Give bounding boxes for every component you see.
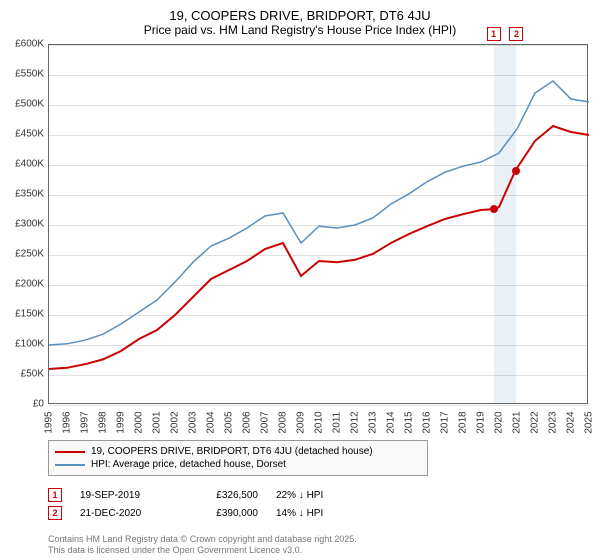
y-tick-label: £300K — [0, 219, 44, 230]
x-tick-label: 1997 — [80, 411, 91, 433]
plot-area: 12 1995199619971998199920002001200220032… — [48, 44, 588, 404]
x-tick-label: 2022 — [530, 411, 541, 433]
x-tick-label: 2000 — [134, 411, 145, 433]
x-tick-label: 2011 — [332, 412, 343, 434]
y-tick-label: £400K — [0, 159, 44, 170]
series-price_paid — [49, 126, 589, 369]
table-row: 1 19-SEP-2019 £326,500 22% ↓ HPI — [48, 486, 366, 504]
x-tick-label: 2024 — [566, 411, 577, 433]
table-marker: 1 — [48, 488, 62, 502]
x-tick-label: 2021 — [512, 411, 523, 433]
y-tick-label: £600K — [0, 39, 44, 50]
x-tick-label: 2007 — [260, 411, 271, 433]
x-tick-label: 2006 — [242, 411, 253, 433]
sale-marker-1: 1 — [487, 27, 501, 41]
footnote-line2: This data is licensed under the Open Gov… — [48, 545, 357, 556]
x-tick-label: 1996 — [62, 411, 73, 433]
footnote-line1: Contains HM Land Registry data © Crown c… — [48, 534, 357, 545]
y-tick-label: £200K — [0, 279, 44, 290]
x-tick-label: 2003 — [188, 411, 199, 433]
sale-marker-2: 2 — [509, 27, 523, 41]
x-tick-label: 2001 — [152, 411, 163, 433]
x-tick-label: 2005 — [224, 411, 235, 433]
x-tick-label: 1999 — [116, 411, 127, 433]
table-price: £326,500 — [188, 490, 258, 501]
table-price: £390,000 — [188, 508, 258, 519]
line-plot — [49, 45, 589, 405]
x-tick-label: 1998 — [98, 411, 109, 433]
legend-label: HPI: Average price, detached house, Dors… — [91, 459, 286, 470]
x-tick-label: 2025 — [584, 411, 595, 433]
legend-label: 19, COOPERS DRIVE, BRIDPORT, DT6 4JU (de… — [91, 446, 373, 457]
x-tick-label: 2014 — [386, 411, 397, 433]
x-tick-label: 2018 — [458, 411, 469, 433]
x-tick-label: 2008 — [278, 411, 289, 433]
x-tick-label: 2002 — [170, 411, 181, 433]
x-tick-label: 2016 — [422, 411, 433, 433]
legend-swatch — [55, 464, 85, 466]
y-tick-label: £550K — [0, 69, 44, 80]
sales-table: 1 19-SEP-2019 £326,500 22% ↓ HPI 2 21-DEC-202… — [48, 486, 366, 522]
x-tick-label: 2004 — [206, 411, 217, 433]
chart-container: 19, COOPERS DRIVE, BRIDPORT, DT6 4JU Pri… — [0, 0, 600, 560]
table-date: 19-SEP-2019 — [80, 490, 170, 501]
x-tick-label: 2010 — [314, 411, 325, 433]
table-marker: 2 — [48, 506, 62, 520]
y-tick-label: £500K — [0, 99, 44, 110]
legend: 19, COOPERS DRIVE, BRIDPORT, DT6 4JU (de… — [48, 440, 428, 476]
y-tick-label: £100K — [0, 339, 44, 350]
x-tick-label: 2020 — [494, 411, 505, 433]
table-diff: 14% ↓ HPI — [276, 508, 366, 519]
legend-row: HPI: Average price, detached house, Dors… — [55, 458, 421, 471]
table-date: 21-DEC-2020 — [80, 508, 170, 519]
legend-row: 19, COOPERS DRIVE, BRIDPORT, DT6 4JU (de… — [55, 445, 421, 458]
table-row: 2 21-DEC-2020 £390,000 14% ↓ HPI — [48, 504, 366, 522]
sale-dot-2 — [512, 167, 520, 175]
footnote: Contains HM Land Registry data © Crown c… — [48, 534, 357, 556]
sale-dot-1 — [490, 205, 498, 213]
x-tick-label: 2009 — [296, 411, 307, 433]
y-tick-label: £50K — [0, 369, 44, 380]
y-tick-label: £250K — [0, 249, 44, 260]
x-tick-label: 1995 — [44, 411, 55, 433]
x-tick-label: 2017 — [440, 411, 451, 433]
y-axis-labels: £0£50K£100K£150K£200K£250K£300K£350K£400… — [0, 44, 48, 404]
series-hpi — [49, 81, 589, 345]
x-tick-label: 2023 — [548, 411, 559, 433]
x-tick-label: 2013 — [368, 411, 379, 433]
y-tick-label: £0 — [0, 399, 44, 410]
x-tick-label: 2019 — [476, 411, 487, 433]
chart-title: 19, COOPERS DRIVE, BRIDPORT, DT6 4JU — [0, 0, 600, 23]
table-diff: 22% ↓ HPI — [276, 490, 366, 501]
y-tick-label: £150K — [0, 309, 44, 320]
y-tick-label: £450K — [0, 129, 44, 140]
y-tick-label: £350K — [0, 189, 44, 200]
legend-swatch — [55, 451, 85, 453]
x-tick-label: 2015 — [404, 411, 415, 433]
x-tick-label: 2012 — [350, 411, 361, 433]
